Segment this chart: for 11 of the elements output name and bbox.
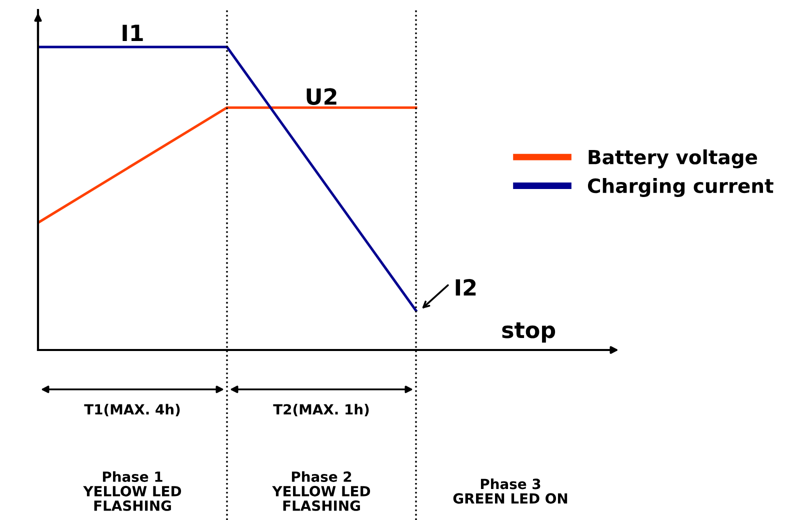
legend-label: Battery voltage <box>588 149 758 168</box>
annotation: I2 <box>456 279 476 296</box>
text: T1(MAX. 4h) <box>84 404 180 416</box>
legend-label: Charging current <box>588 178 774 198</box>
annotation: stop <box>502 322 556 343</box>
text: Phase 2 YELLOW LED FLASHING <box>272 471 370 511</box>
text: Phase 3 GREEN LED ON <box>453 478 568 504</box>
text: I1 <box>122 24 143 42</box>
text: Phase 1 YELLOW LED FLASHING <box>83 471 182 511</box>
text: T2(MAX. 1h) <box>273 404 369 416</box>
annotation: U2 <box>306 88 336 105</box>
